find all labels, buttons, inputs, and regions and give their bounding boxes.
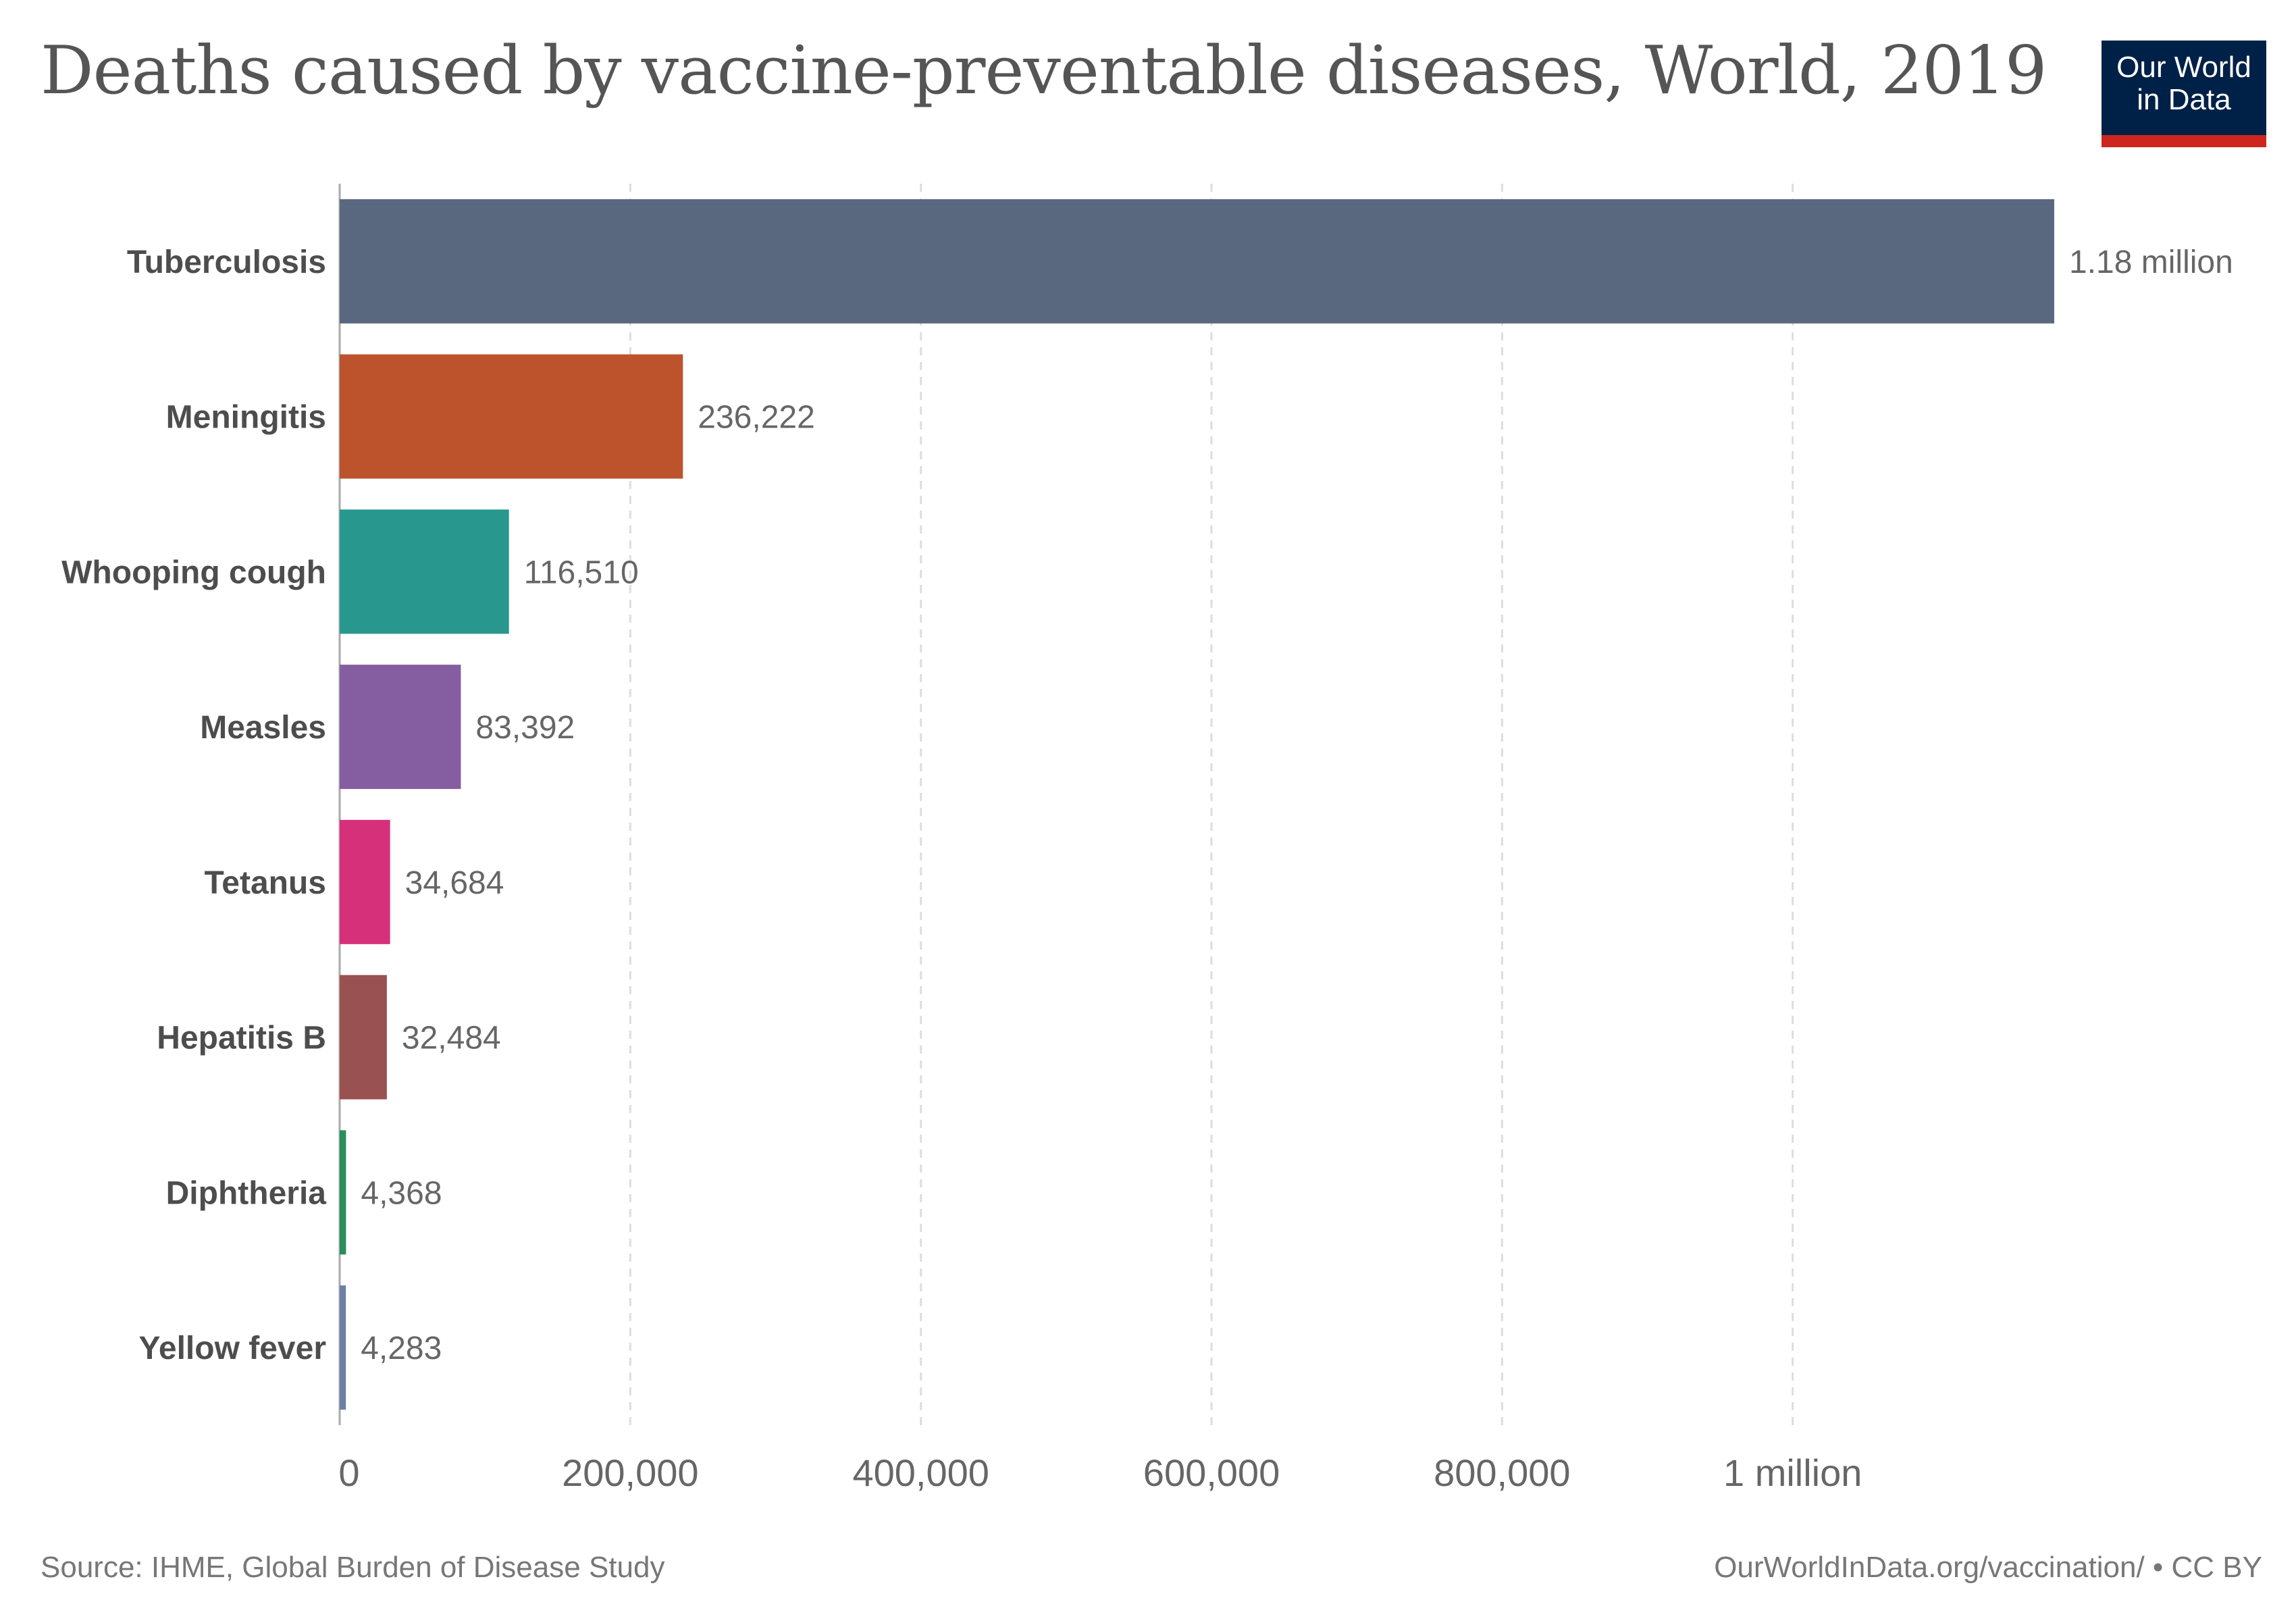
logo-line-1: Our World (2116, 51, 2251, 84)
value-label: 32,484 (402, 1021, 501, 1056)
labels: Tuberculosis 1.18 million Meningitis 236,22… (61, 245, 2233, 1366)
bar-diphtheria[interactable] (340, 1130, 346, 1255)
value-label: 34,684 (405, 865, 504, 901)
x-tick-label: 400,000 (852, 1451, 989, 1494)
category-label: Diphtheria (166, 1175, 327, 1211)
chart-title: Deaths caused by vaccine-preventable dis… (41, 32, 2047, 109)
value-label: 1.18 million (2069, 245, 2233, 280)
license-link[interactable]: OurWorldInData.org/vaccination/ • CC BY (1714, 1551, 2262, 1584)
category-label: Tuberculosis (127, 245, 326, 280)
value-label: 4,368 (361, 1175, 442, 1211)
bars (340, 199, 2054, 1410)
bar-tetanus[interactable] (340, 819, 390, 944)
bar-chart: Tuberculosis 1.18 million Meningitis 236,22… (61, 184, 2233, 1494)
x-axis-ticks: 0 200,000 400,000 600,000 800,000 1 million (338, 1451, 1862, 1494)
logo-accent-bar (2102, 135, 2266, 147)
value-label: 236,222 (698, 400, 815, 436)
bar-whooping-cough[interactable] (340, 509, 509, 634)
value-label: 83,392 (475, 710, 575, 746)
source-note: Source: IHME, Global Burden of Disease S… (41, 1551, 665, 1584)
bar-measles[interactable] (340, 665, 461, 790)
bar-yellow-fever[interactable] (340, 1285, 346, 1410)
logo-line-2: in Data (2137, 83, 2231, 116)
category-label: Measles (200, 710, 326, 746)
value-label: 4,283 (361, 1331, 442, 1366)
x-tick-label: 200,000 (562, 1451, 698, 1494)
category-label: Yellow fever (139, 1331, 326, 1366)
bar-tuberculosis[interactable] (340, 199, 2054, 324)
category-label: Meningitis (166, 400, 326, 436)
x-tick-label: 0 (338, 1451, 359, 1494)
owid-logo[interactable]: Our World in Data (2102, 41, 2266, 147)
bar-meningitis[interactable] (340, 354, 683, 479)
category-label: Whooping cough (61, 555, 326, 590)
category-label: Tetanus (205, 865, 326, 901)
x-tick-label: 600,000 (1143, 1451, 1280, 1494)
bar-hepatitis-b[interactable] (340, 975, 387, 1100)
x-tick-label: 800,000 (1434, 1451, 1570, 1494)
value-label: 116,510 (524, 555, 639, 590)
category-label: Hepatitis B (157, 1021, 326, 1056)
x-tick-label: 1 million (1723, 1451, 1862, 1494)
